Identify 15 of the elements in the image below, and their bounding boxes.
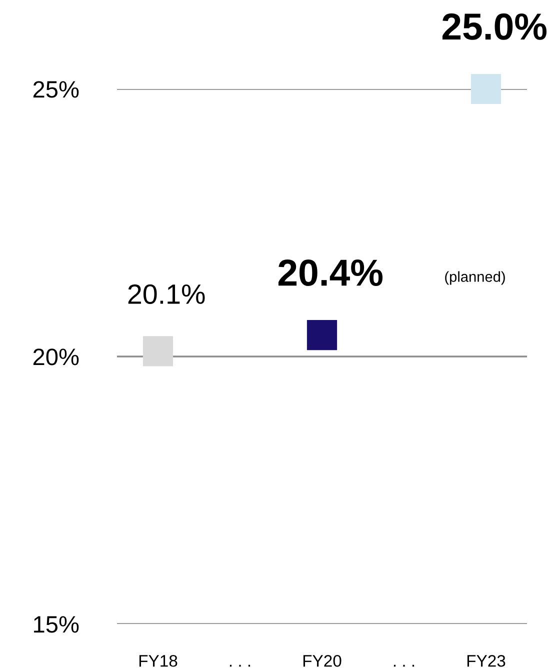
x-tick-label: FY23 (467, 654, 506, 667)
x-tick-label: FY18 (139, 654, 178, 667)
y-tick-label: 25% (33, 81, 79, 98)
point (142, 336, 174, 366)
y-tick-label: 20% (33, 348, 79, 366)
point (306, 320, 338, 350)
data-label: 25.0% (442, 13, 547, 40)
y-tick-label: 15% (34, 616, 79, 633)
data-label: 20.1% (128, 284, 205, 304)
x-tick-label: . . . (230, 664, 250, 667)
point (470, 74, 502, 104)
x-tick-label: . . . (394, 664, 414, 667)
x-tick-label: FY20 (303, 654, 342, 667)
data-label: 20.4% (278, 259, 383, 286)
annotation: (planned) (445, 271, 505, 285)
